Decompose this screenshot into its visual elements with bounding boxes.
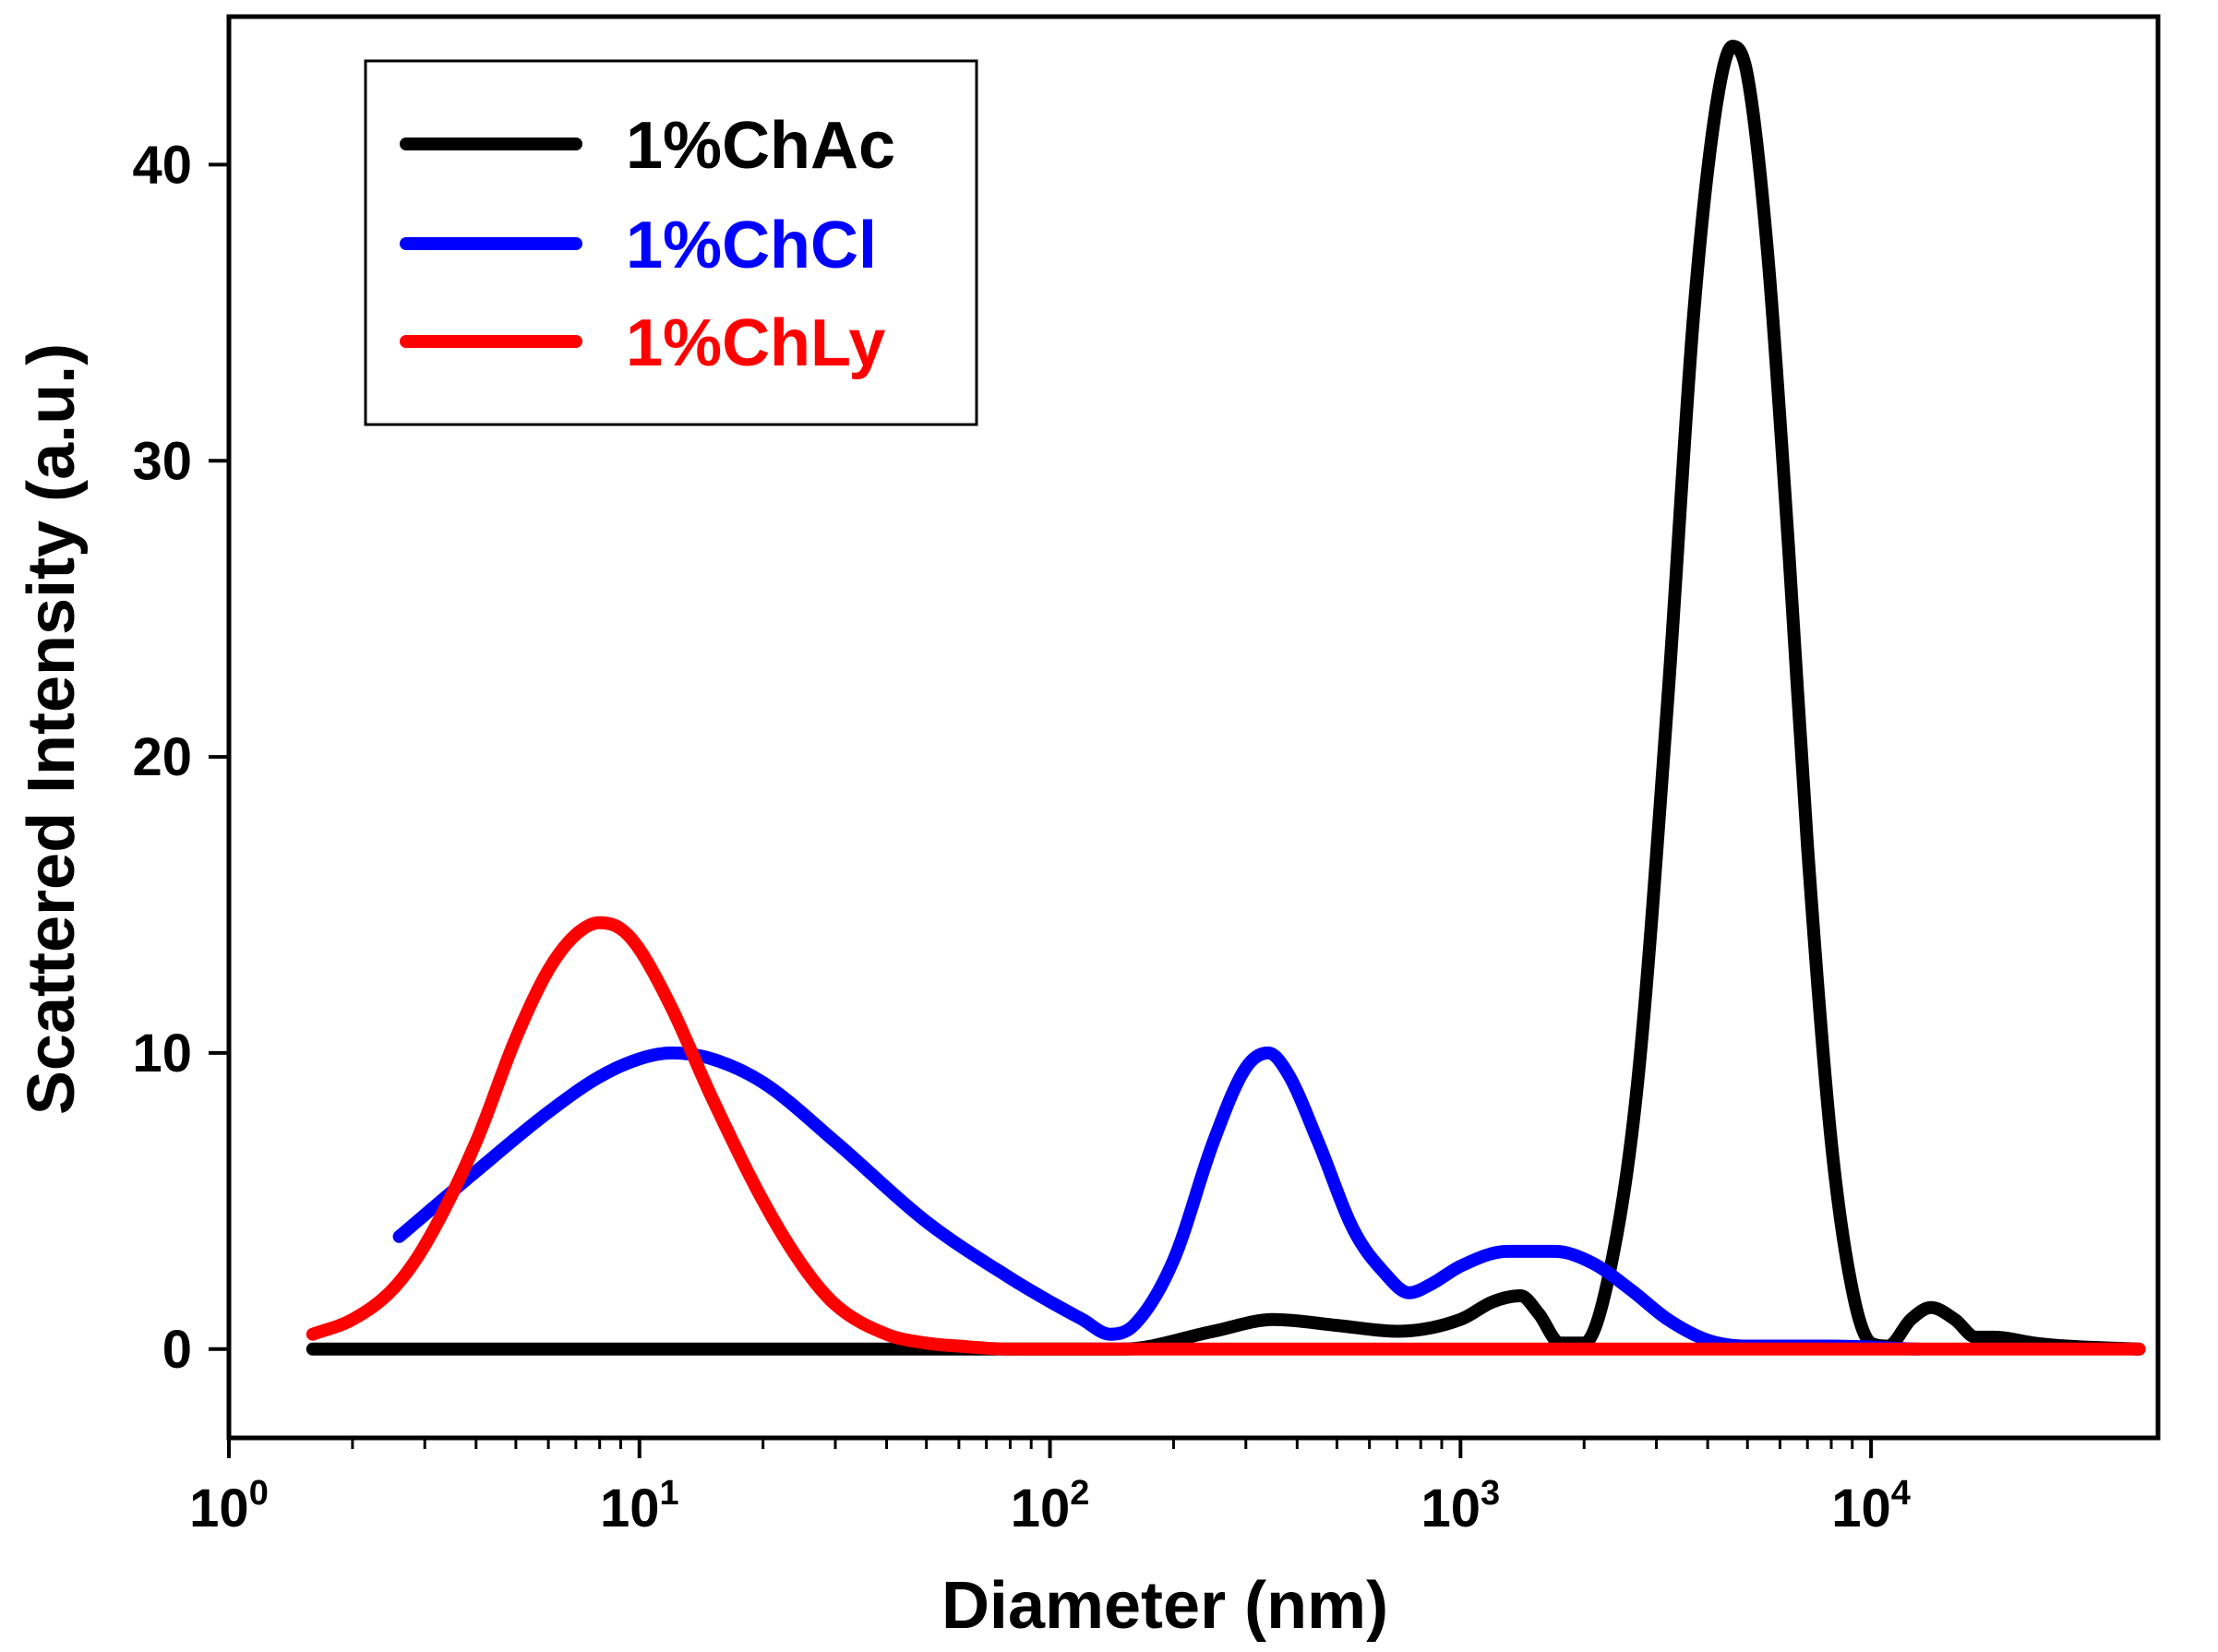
- x-tick-base: 10: [1421, 1478, 1481, 1538]
- x-tick-exponent: 0: [249, 1474, 269, 1513]
- x-axis-title: Diameter (nm): [941, 1569, 1388, 1643]
- y-axis-ticks: 0 10 20 30 40: [132, 135, 229, 1380]
- series-line-1chcl: [392, 1046, 1924, 1356]
- x-tick-base: 10: [1011, 1478, 1071, 1538]
- x-tick-base: 10: [189, 1478, 249, 1538]
- x-tick-label: 101: [600, 1474, 679, 1538]
- legend-label-chac: 1%ChAc: [626, 109, 895, 183]
- x-tick-base: 10: [1831, 1478, 1891, 1538]
- x-tick-base: 10: [600, 1478, 660, 1538]
- x-tick-label: 102: [1011, 1474, 1090, 1538]
- y-tick-label: 20: [132, 727, 192, 787]
- x-tick-exponent: 2: [1070, 1474, 1089, 1513]
- series-line-1chly: [306, 916, 2146, 1356]
- y-axis-title: Scattered Intensity (a.u.): [15, 343, 89, 1115]
- y-tick-label: 0: [162, 1320, 192, 1380]
- series-layer: [306, 40, 2146, 1356]
- x-axis-ticks: 100 101 102 103 104: [189, 1438, 1911, 1538]
- x-tick-exponent: 3: [1481, 1474, 1500, 1513]
- x-tick-label: 100: [189, 1474, 269, 1538]
- y-tick-label: 10: [132, 1024, 192, 1083]
- y-tick-label: 40: [132, 135, 192, 195]
- x-tick-exponent: 1: [659, 1474, 678, 1513]
- plot-frame: [226, 14, 2161, 1441]
- legend: 1%ChAc 1%ChCl 1%ChLy: [364, 59, 978, 426]
- legend-label-chcl: 1%ChCl: [626, 209, 877, 282]
- y-tick-label: 30: [132, 431, 192, 491]
- legend-label-chly: 1%ChLy: [626, 306, 885, 380]
- x-tick-exponent: 4: [1891, 1474, 1911, 1513]
- x-tick-label: 104: [1831, 1474, 1911, 1538]
- x-tick-label: 103: [1421, 1474, 1501, 1538]
